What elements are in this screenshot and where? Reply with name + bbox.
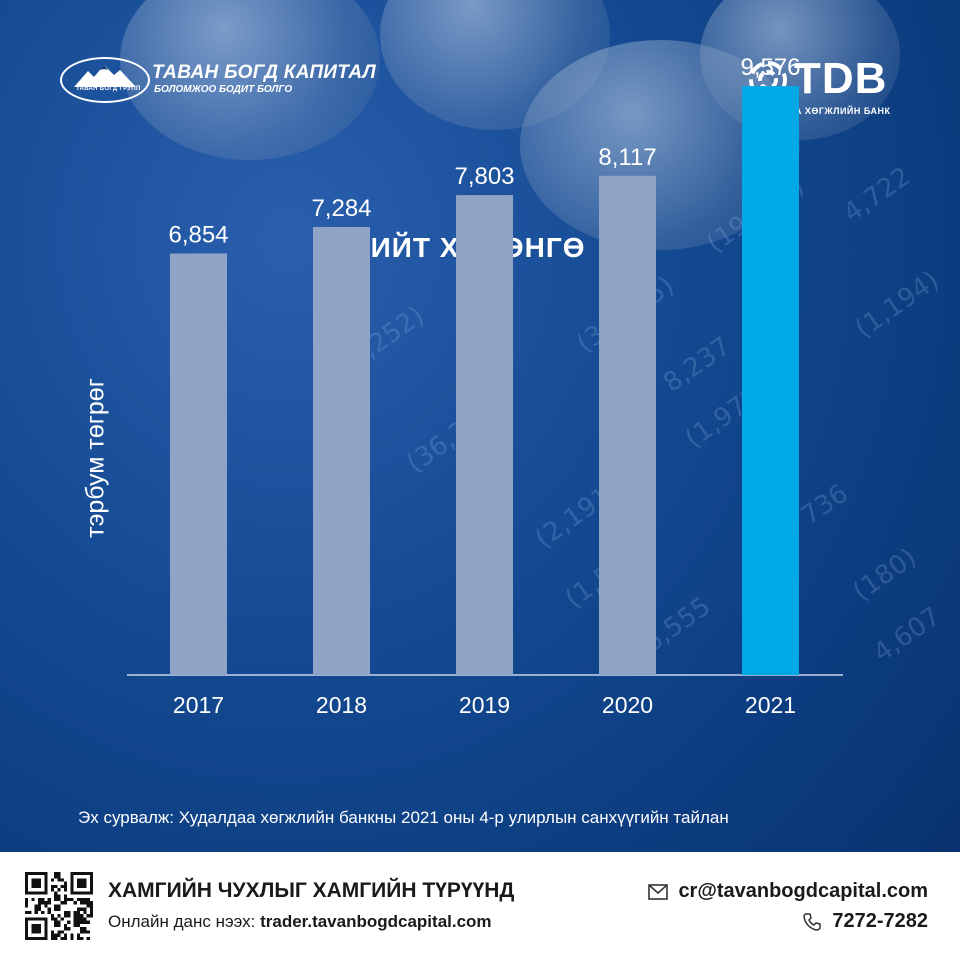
brand-slogan: БОЛОМЖОО БОДИТ БОЛГО [154,84,293,95]
mail-icon [648,883,669,900]
x-tick-label-2017: 2017 [173,692,224,718]
footer-slogan: ХАМГИЙН ЧУХЛЫГ ХАМГИЙН ТҮРҮҮНД [108,879,515,902]
qr-code-icon[interactable] [25,872,93,940]
mountain-emblem-icon: ТАВАН БОГД ГРУПП [60,57,150,103]
online-account-line: Онлайн данс нээх: trader.tavanbogdcapita… [108,912,492,932]
brand-name: ТАВАН БОГД КАПИТАЛ [152,62,377,83]
bar-2018 [313,227,370,675]
phone-row: 7272-7282 [802,910,928,933]
online-account-label: Онлайн данс нээх: [108,912,256,931]
data-label-2021: 9,576 [740,54,800,81]
bar-2021 [742,86,799,676]
phone-number[interactable]: 7272-7282 [832,910,928,932]
data-label-2019: 7,803 [454,163,514,190]
tdb-subtitle: ХУДАЛДАА ХӨГЖЛИЙН БАНК [748,106,891,116]
phone-icon [803,912,822,931]
tdb-logo: TDB ХУДАЛДАА ХӨГЖЛИЙН БАНК [748,54,908,120]
online-account-link[interactable]: trader.tavanbogdcapital.com [260,912,492,931]
data-label-2017: 6,854 [168,221,228,248]
bar-2019 [456,195,513,676]
data-label-2018: 7,284 [311,195,371,222]
bar-2017 [170,253,227,675]
data-label-2020: 8,117 [598,144,656,171]
email-row: cr@tavanbogdcapital.com [648,880,928,903]
tavan-bogd-capital-logo: ТАВАН БОГД ГРУПП ТАВАН БОГД КАПИТАЛ БОЛО… [60,57,376,103]
footer: ХАМГИЙН ЧУХЛЫГ ХАМГИЙН ТҮРҮҮНД Онлайн да… [0,852,960,960]
bar-2020 [599,175,656,675]
x-tick-label-2018: 2018 [316,692,367,718]
source-note: Эх сурвалж: Худалдаа хөгжлийн банкны 202… [78,808,729,827]
x-tick-label-2019: 2019 [459,692,510,718]
email-link[interactable]: cr@tavanbogdcapital.com [678,880,928,902]
tdb-wordmark: TDB [794,54,888,103]
x-tick-label-2020: 2020 [602,692,653,718]
x-tick-label-2021: 2021 [745,692,796,718]
